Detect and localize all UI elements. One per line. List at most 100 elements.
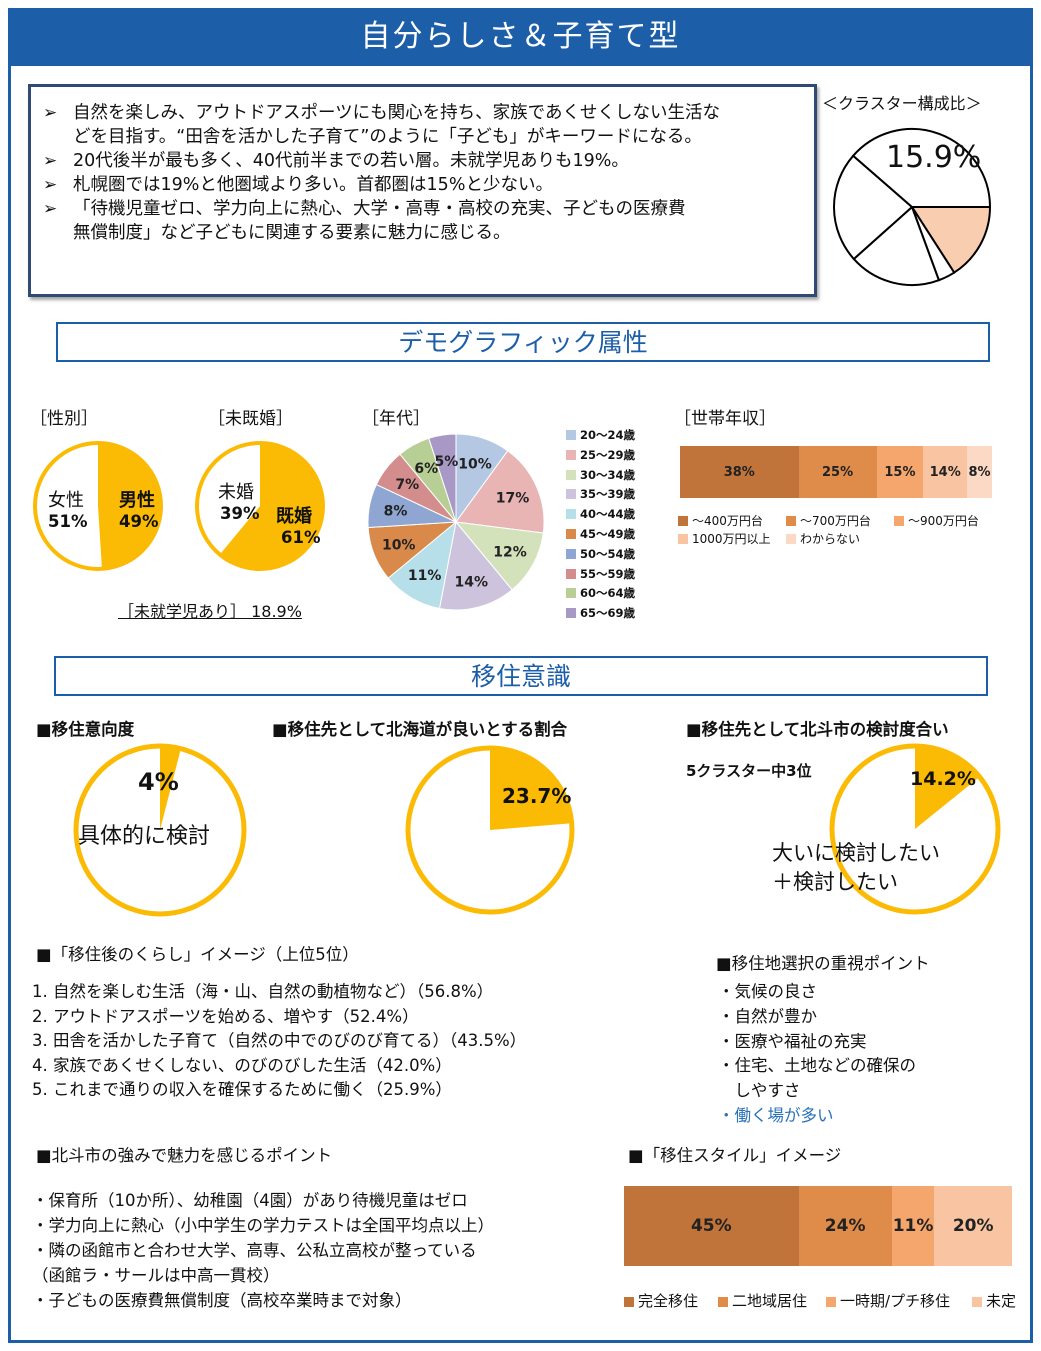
gender-male-slice xyxy=(98,443,162,569)
gender-female-label: 女性 xyxy=(48,490,84,511)
age-legend-label: 45～49歳 xyxy=(580,527,636,541)
income-legend-item: ～700万円台 xyxy=(786,512,871,529)
style-legend-item: 完全移住 xyxy=(624,1290,698,1311)
priority-item: ・医療や福祉の充実 xyxy=(718,1031,867,1051)
gender-title: ［性別］ xyxy=(30,409,98,429)
income-segment: 8% xyxy=(967,446,992,498)
age-data-label: 14% xyxy=(455,575,489,591)
age-data-label: 12% xyxy=(493,545,527,561)
income-legend-label: わからない xyxy=(800,532,861,546)
legend-swatch xyxy=(566,588,576,599)
style-segment: 45% xyxy=(624,1186,799,1266)
age-legend-item: 30～34歳 xyxy=(566,467,635,483)
age-legend-label: 50～54歳 xyxy=(580,546,636,561)
marital-married-label: 既婚 xyxy=(276,506,312,527)
summary-box: 自然を楽しみ、アウトドアスポーツにも関心を持ち、家族であくせくしない生活などを目… xyxy=(28,84,817,297)
age-slice xyxy=(454,521,544,591)
cluster-title: ＜クラスター構成比＞ xyxy=(822,94,982,113)
hokuto-caption-1: 大いに検討したい xyxy=(772,841,940,865)
summary-list: 自然を楽しみ、アウトドアスポーツにも関心を持ち、家族であくせくしない生活などを目… xyxy=(41,101,804,245)
income-legend-item: ～900万円台 xyxy=(894,512,979,529)
age-legend-label: 20～24歳 xyxy=(580,428,636,442)
life-image-item: 1. 自然を楽しむ生活（海・山、自然の動植物など）（56.8%） xyxy=(32,982,494,1001)
age-legend-label: 40～44歳 xyxy=(580,507,636,522)
priority-item: ・気候の良さ xyxy=(718,982,817,1001)
income-legend-item: 1000万円以上 xyxy=(678,530,771,547)
style-title: ■「移住スタイル」イメージ xyxy=(628,1146,842,1165)
legend-swatch xyxy=(678,516,688,526)
marital-pie-chart xyxy=(195,441,325,571)
hokkaido-title: ■移住先として北海道が良いとする割合 xyxy=(272,720,568,739)
style-segment: 11% xyxy=(891,1186,935,1266)
age-legend-label: 30～34歳 xyxy=(580,467,636,482)
life-image-title: ■「移住後のくらし」イメージ（上位5位） xyxy=(36,945,359,964)
age-legend-label: 25～29歳 xyxy=(580,447,636,462)
page-title: 自分らしさ＆子育て型 xyxy=(8,8,1033,66)
income-stacked-bar: 38% 25% 15% 14% 8% xyxy=(680,446,992,498)
summary-line: 「待機児童ゼロ、学力向上に熱心、大学・高専・高校の充実、子どもの医療費 xyxy=(73,199,686,219)
legend-swatch xyxy=(566,509,576,520)
style-legend-label: 二地域居住 xyxy=(732,1292,808,1310)
income-legend-item: ～400万円台 xyxy=(678,512,763,529)
hokkaido-value: 23.7% xyxy=(502,784,572,808)
income-segment: 25% xyxy=(798,446,877,498)
section-demographic: デモグラフィック属性 xyxy=(56,322,990,362)
summary-bullet: 20代後半が最も多く、40代前半までの若い層。未就学児ありも19%。 xyxy=(41,149,804,173)
style-legend-item: 一時期/プチ移住 xyxy=(826,1290,950,1311)
legend-swatch xyxy=(566,568,576,579)
strengths-title: ■北斗市の強みで魅力を感じるポイント xyxy=(36,1146,333,1165)
cluster-slice xyxy=(833,154,914,261)
age-data-label: 10% xyxy=(458,456,492,472)
preschool-label: ［未就学児あり］ 18.9% xyxy=(118,602,302,621)
income-legend-label: ～400万円台 xyxy=(692,514,763,528)
legend-swatch xyxy=(624,1297,634,1307)
marital-single-value: 39% xyxy=(220,504,260,523)
age-slice xyxy=(428,433,457,523)
intent-caption: 具体的に検討 xyxy=(78,824,211,849)
age-legend-label: 65～69歳 xyxy=(580,606,636,621)
summary-line: 無償制度」など子どもに関連する要素に魅力に感じる。 xyxy=(73,223,511,243)
marital-title: ［未既婚］ xyxy=(208,409,293,429)
cluster-slice xyxy=(910,206,992,274)
age-pie-chart: 10% 17% 12%14% 11% 10% 8% 7%6%5% xyxy=(367,433,545,611)
gender-female-value: 51% xyxy=(48,512,88,531)
strengths-item: ・子どもの医療費無償制度（高校卒業時まで対象） xyxy=(32,1291,412,1310)
marital-married-value: 61% xyxy=(281,528,321,547)
summary-line: 20代後半が最も多く、40代前半までの若い層。未就学児ありも19%。 xyxy=(73,151,629,171)
legend-swatch xyxy=(786,516,796,526)
intent-slice xyxy=(160,746,181,830)
hokuto-pie-chart xyxy=(829,743,1001,915)
life-image-item: 2. アウトドアスポーツを始める、増やす（52.4%） xyxy=(32,1006,419,1026)
age-data-label: 17% xyxy=(496,491,530,507)
age-data-label: 7% xyxy=(395,477,419,493)
income-legend-label: 1000万円以上 xyxy=(692,532,771,546)
age-data-label: 6% xyxy=(414,461,438,477)
summary-line: 自然を楽しみ、アウトドアスポーツにも関心を持ち、家族であくせくしない生活な xyxy=(73,103,720,123)
legend-swatch xyxy=(566,449,576,460)
intent-pie-chart xyxy=(73,743,247,917)
strengths-item: ・保育所（10か所）、幼稚園（4園）があり待機児童はゼロ xyxy=(32,1191,468,1210)
income-title: ［世帯年収］ xyxy=(674,409,776,429)
legend-swatch xyxy=(894,516,904,526)
age-legend-item: 50～54歳 xyxy=(566,546,635,562)
income-legend-item: わからない xyxy=(786,530,860,547)
hokkaido-pie-chart xyxy=(405,745,575,915)
gender-male-value: 49% xyxy=(119,512,159,531)
income-legend-label: ～900万円台 xyxy=(908,514,979,528)
marital-married-slice xyxy=(219,443,323,569)
legend-swatch xyxy=(826,1297,836,1307)
legend-swatch xyxy=(566,469,576,480)
legend-swatch xyxy=(972,1297,982,1307)
strengths-item: ・学力向上に熱心（小中学生の学力テストは全国平均点以上） xyxy=(32,1216,494,1235)
style-legend-label: 未定 xyxy=(986,1292,1017,1310)
income-legend-label: ～700万円台 xyxy=(800,514,871,528)
cluster-slice xyxy=(852,205,941,286)
marital-single-label: 未婚 xyxy=(218,482,254,503)
legend-swatch xyxy=(718,1297,728,1307)
style-segment: 20% xyxy=(934,1186,1012,1266)
cluster-pie-chart xyxy=(833,128,992,286)
age-data-label: 5% xyxy=(434,454,458,470)
legend-swatch xyxy=(678,534,688,544)
section-migration: 移住意識 xyxy=(54,656,988,696)
priority-title: ■移住地選択の重視ポイント xyxy=(716,954,930,973)
